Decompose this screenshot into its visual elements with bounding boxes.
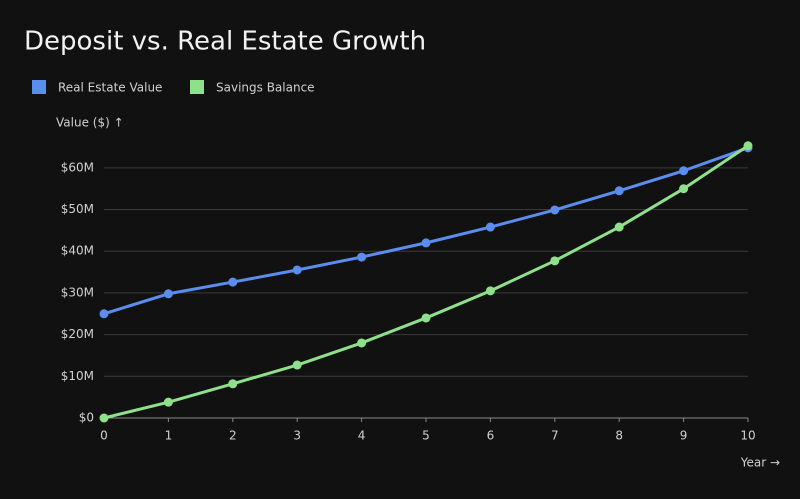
x-tick-label: 1 [165, 429, 173, 443]
x-tick-label: 2 [229, 429, 237, 443]
data-point [421, 238, 431, 248]
data-point [163, 397, 173, 407]
data-point [679, 166, 689, 176]
x-tick-label: 6 [487, 429, 495, 443]
y-tick-label: $50M [61, 202, 94, 216]
data-point [485, 222, 495, 232]
data-point [357, 338, 367, 348]
data-point [679, 184, 689, 194]
data-point [550, 256, 560, 266]
x-tick-label: 7 [551, 429, 559, 443]
data-point [614, 186, 624, 196]
chart-title: Deposit vs. Real Estate Growth [24, 27, 426, 57]
data-point [614, 222, 624, 232]
data-point [99, 309, 109, 319]
y-tick-label: $20M [61, 327, 94, 341]
y-tick-label: $60M [61, 160, 94, 174]
data-point [421, 313, 431, 323]
data-point [99, 413, 109, 423]
data-point [228, 379, 238, 389]
x-tick-label: 5 [422, 429, 430, 443]
data-point [743, 141, 753, 151]
legend-swatch [32, 80, 46, 94]
x-tick-label: 9 [680, 429, 688, 443]
data-point [485, 286, 495, 296]
x-axis-label: Year → [740, 456, 780, 470]
x-tick-label: 3 [293, 429, 301, 443]
y-axis-label: Value ($) ↑ [56, 116, 124, 130]
data-point [550, 205, 560, 215]
data-point [357, 252, 367, 262]
data-point [292, 265, 302, 275]
y-tick-label: $10M [61, 369, 94, 383]
y-tick-label: $40M [61, 244, 94, 258]
legend-label: Real Estate Value [58, 81, 162, 95]
y-tick-label: $30M [61, 285, 94, 299]
data-point [228, 277, 238, 287]
x-tick-label: 4 [358, 429, 366, 443]
x-tick-label: 10 [740, 429, 755, 443]
x-tick-label: 8 [615, 429, 623, 443]
legend-label: Savings Balance [216, 81, 315, 95]
data-point [292, 360, 302, 370]
data-point [163, 289, 173, 299]
x-tick-label: 0 [100, 429, 108, 443]
legend-swatch [190, 80, 204, 94]
y-tick-label: $0 [79, 411, 94, 425]
